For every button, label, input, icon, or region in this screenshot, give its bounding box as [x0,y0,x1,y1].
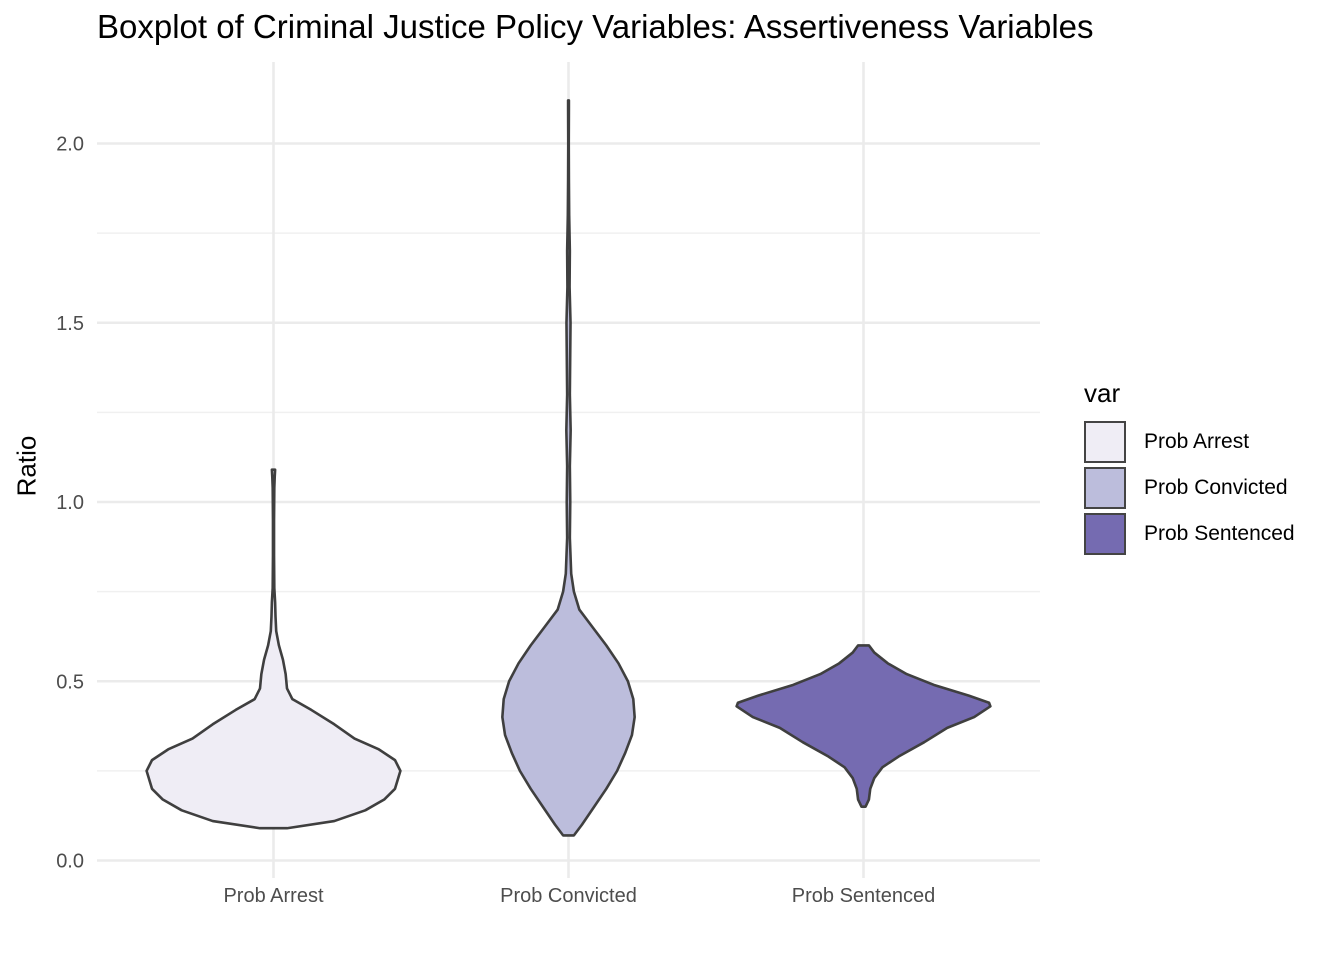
legend-key-prob-sentenced [1084,513,1126,555]
y-tick-label: 0.5 [56,671,84,693]
violin-prob-sentenced [735,644,992,809]
legend-item-prob-sentenced: Prob Sentenced [1084,511,1295,557]
y-tick-label: 0.0 [56,851,84,873]
violin-prob-arrest [145,468,402,830]
violins [145,99,992,837]
legend-label: Prob Convicted [1144,476,1288,499]
legend-key-prob-arrest [1084,421,1126,463]
legend-label: Prob Sentenced [1144,522,1295,545]
legend-item-prob-convicted: Prob Convicted [1084,465,1295,511]
legend-item-prob-arrest: Prob Arrest [1084,419,1295,465]
y-tick-label: 1.0 [56,492,84,514]
chart-title: Boxplot of Criminal Justice Policy Varia… [97,8,1094,45]
y-axis-label: Ratio [11,435,42,497]
x-tick-label: Prob Sentenced [792,885,935,907]
legend-title: var [1084,378,1121,408]
violin-prob-convicted [501,99,636,837]
x-tick-label: Prob Convicted [500,885,637,907]
legend-key-prob-convicted [1084,467,1126,509]
axis-ticks: 0.0 0.5 1.0 1.5 2.0 Prob Arrest Prob Convicted… [56,134,935,908]
y-tick-label: 1.5 [56,313,84,335]
legend: var Prob Arrest Prob Convicted Prob Sent… [1084,378,1295,557]
y-tick-label: 2.0 [56,134,84,156]
legend-label: Prob Arrest [1144,430,1250,453]
x-tick-label: Prob Arrest [223,885,323,907]
